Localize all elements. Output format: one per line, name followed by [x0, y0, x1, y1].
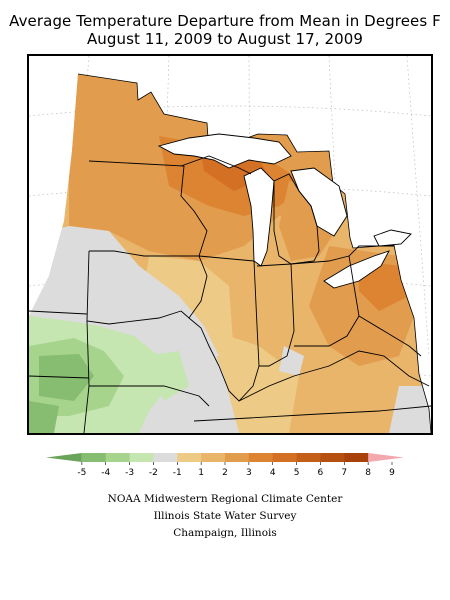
legend-bin [81, 453, 107, 462]
legend-tick-label: 2 [222, 468, 228, 478]
legend-bin [177, 453, 202, 462]
legend-tick-label: 4 [270, 468, 276, 478]
lake-ontario [373, 229, 412, 247]
legend-tick-label: -3 [125, 468, 134, 478]
lake-erie [323, 250, 390, 289]
legend-tick-label: 9 [389, 468, 395, 478]
legend-bin [296, 453, 321, 462]
legend-tick-label: 5 [294, 468, 300, 478]
color-scale-legend: -5 -4 -3 -2 -1 1 2 3 4 5 6 7 8 9 [40, 450, 410, 480]
legend-bin [153, 453, 178, 462]
legend-bin [105, 453, 131, 462]
legend-tick-label: 1 [198, 468, 204, 478]
legend-bin [368, 453, 404, 462]
credit-survey: Illinois State Water Survey [153, 510, 297, 522]
legend-tick-label: -5 [77, 468, 86, 478]
map-domain [29, 73, 431, 433]
legend-bin [201, 453, 226, 462]
legend-tick-label: 7 [341, 468, 347, 478]
legend-tick-label: 8 [365, 468, 371, 478]
map-date-range: August 11, 2009 to August 17, 2009 [86, 30, 364, 48]
temperature-departure-map [27, 54, 433, 435]
legend-tick-label: -4 [101, 468, 110, 478]
legend-tick-label: -1 [173, 468, 182, 478]
credit-location: Champaign, Illinois [173, 527, 277, 539]
map-title: Average Temperature Departure from Mean … [9, 12, 441, 30]
lake-michigan [243, 167, 275, 267]
legend-bin [272, 453, 298, 462]
legend-tick-label: -2 [149, 468, 158, 478]
legend-bin [320, 453, 345, 462]
legend-tick-label: 6 [318, 468, 324, 478]
lake-superior [157, 133, 292, 169]
legend-tick-label: 3 [246, 468, 252, 478]
credit-organization: NOAA Midwestern Regional Climate Center [107, 493, 343, 505]
legend-bin [129, 453, 154, 462]
legend-bin [248, 453, 274, 462]
legend-bin [225, 453, 250, 462]
state-boundaries [29, 155, 431, 433]
legend-bin [46, 453, 82, 462]
legend-bin [344, 453, 369, 462]
